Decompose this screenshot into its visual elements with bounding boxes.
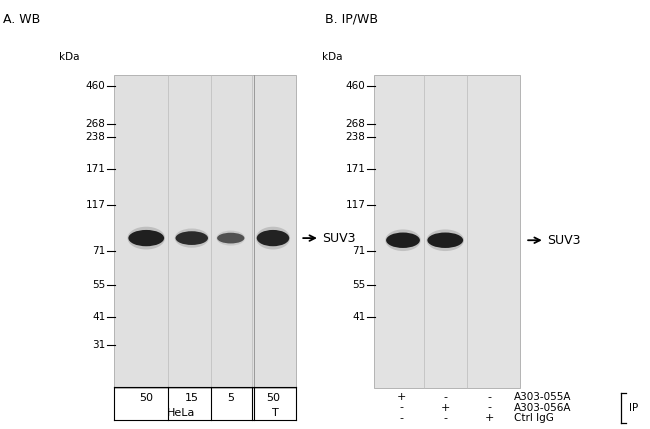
Text: 268: 268 (85, 118, 105, 129)
Ellipse shape (176, 231, 208, 245)
Ellipse shape (129, 230, 164, 246)
Ellipse shape (127, 227, 165, 250)
Text: IP: IP (629, 402, 638, 413)
Text: B. IP/WB: B. IP/WB (325, 13, 378, 26)
Text: -: - (399, 402, 403, 413)
Text: 41: 41 (352, 312, 365, 323)
Text: kDa: kDa (322, 52, 343, 62)
Text: 268: 268 (345, 118, 365, 129)
Text: A303-055A: A303-055A (514, 392, 571, 402)
Ellipse shape (428, 233, 463, 248)
Text: 5: 5 (227, 393, 234, 403)
Text: HeLa: HeLa (166, 408, 195, 418)
Ellipse shape (256, 227, 290, 250)
Ellipse shape (385, 230, 421, 251)
Text: +: + (485, 413, 494, 423)
Text: 55: 55 (92, 280, 105, 290)
Text: 171: 171 (345, 163, 365, 174)
Text: 460: 460 (86, 81, 105, 91)
Text: +: + (396, 392, 406, 402)
Ellipse shape (216, 231, 245, 245)
Text: -: - (443, 413, 447, 423)
Text: -: - (443, 392, 447, 402)
Text: kDa: kDa (58, 52, 79, 62)
Text: 31: 31 (92, 340, 105, 350)
Text: -: - (399, 413, 403, 423)
Bar (114, 75, 296, 388)
Text: Ctrl IgG: Ctrl IgG (514, 413, 554, 423)
Text: A. WB: A. WB (3, 13, 40, 26)
Ellipse shape (217, 233, 244, 244)
Text: 117: 117 (345, 199, 365, 210)
Text: 117: 117 (85, 199, 105, 210)
Text: 238: 238 (85, 132, 105, 142)
Text: 41: 41 (92, 312, 105, 323)
Ellipse shape (426, 230, 464, 251)
Text: 460: 460 (346, 81, 365, 91)
Text: 55: 55 (352, 280, 365, 290)
Text: 15: 15 (185, 393, 199, 403)
Text: SUV3: SUV3 (547, 234, 580, 247)
Ellipse shape (386, 233, 420, 248)
Ellipse shape (257, 230, 289, 246)
Text: 238: 238 (345, 132, 365, 142)
Text: T: T (272, 408, 279, 418)
Text: 71: 71 (92, 246, 105, 256)
Text: A303-056A: A303-056A (514, 402, 571, 413)
Text: 50: 50 (139, 393, 153, 403)
Text: SUV3: SUV3 (322, 232, 356, 245)
Bar (374, 75, 520, 388)
Text: 71: 71 (352, 246, 365, 256)
Text: -: - (488, 402, 491, 413)
Text: 50: 50 (266, 393, 280, 403)
Text: +: + (441, 402, 450, 413)
Text: 171: 171 (85, 163, 105, 174)
Ellipse shape (175, 229, 209, 248)
Text: -: - (488, 392, 491, 402)
